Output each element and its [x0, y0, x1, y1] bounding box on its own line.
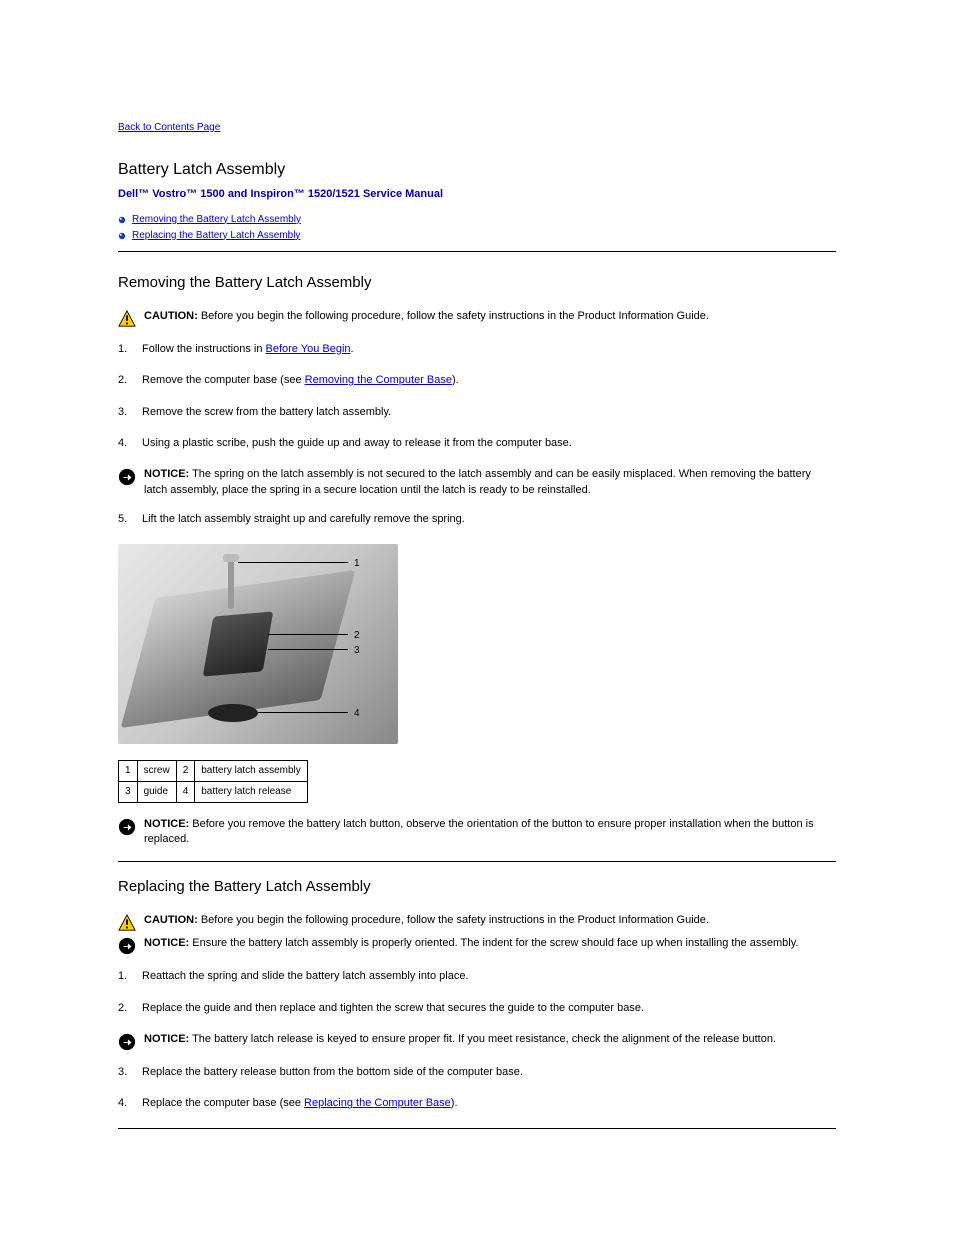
step-text: ). — [452, 374, 459, 386]
callout-3: 3 — [354, 644, 360, 658]
toc-link-remove[interactable]: Removing the Battery Latch Assembly — [132, 213, 301, 227]
caution-label: CAUTION: — [144, 914, 198, 926]
table-cell: 2 — [176, 760, 195, 781]
step-text: Replace the battery release button from … — [142, 1065, 836, 1080]
step-text: . — [351, 343, 354, 355]
table-row: 3 guide 4 battery latch release — [119, 781, 308, 802]
table-row: 1 screw 2 battery latch assembly — [119, 760, 308, 781]
step-text: Replace the computer base (see — [142, 1097, 304, 1109]
step-text: Remove the screw from the battery latch … — [142, 405, 836, 420]
manual-subtitle: Dell™ Vostro™ 1500 and Inspiron™ 1520/15… — [118, 187, 836, 202]
step-text: Remove the computer base (see — [142, 374, 305, 386]
caution-block: CAUTION: Before you begin the following … — [118, 913, 836, 932]
caution-text: Before you begin the following procedure… — [198, 914, 709, 926]
steps-list: Follow the instructions in Before You Be… — [118, 342, 836, 452]
notice-block: NOTICE: The battery latch release is key… — [118, 1032, 836, 1051]
caution-label: CAUTION: — [144, 310, 198, 322]
callout-4: 4 — [354, 707, 360, 721]
notice-block: NOTICE: Before you remove the battery la… — [118, 817, 836, 848]
step-link-before-you-begin[interactable]: Before You Begin — [266, 343, 351, 355]
table-cell: 4 — [176, 781, 195, 802]
callout-2: 2 — [354, 629, 360, 643]
callout-1: 1 — [354, 557, 360, 571]
notice-icon — [118, 937, 136, 955]
table-cell: 3 — [119, 781, 138, 802]
notice-icon — [118, 1033, 136, 1051]
figure: 1 2 3 4 — [118, 544, 836, 744]
step-link-remove-base[interactable]: Removing the Computer Base — [305, 374, 452, 386]
divider — [118, 251, 836, 252]
notice-label: NOTICE: — [144, 937, 189, 949]
table-cell: screw — [137, 760, 176, 781]
notice-label: NOTICE: — [144, 818, 189, 830]
steps-list: Reattach the spring and slide the batter… — [118, 969, 836, 1016]
table-cell: battery latch release — [195, 781, 308, 802]
page-title: Battery Latch Assembly — [118, 159, 836, 181]
caution-block: CAUTION: Before you begin the following … — [118, 309, 836, 328]
step-text: Follow the instructions in — [142, 343, 266, 355]
bullet-icon — [118, 216, 126, 224]
section-heading-replace: Replacing the Battery Latch Assembly — [118, 876, 836, 897]
caution-icon — [118, 914, 136, 932]
section-heading-remove: Removing the Battery Latch Assembly — [118, 272, 836, 293]
notice-text: Before you remove the battery latch butt… — [144, 818, 814, 845]
step-text: Lift the latch assembly straight up and … — [142, 512, 836, 527]
notice-block: NOTICE: The spring on the latch assembly… — [118, 467, 836, 498]
toc-link-replace[interactable]: Replacing the Battery Latch Assembly — [132, 229, 300, 243]
table-of-contents: Removing the Battery Latch Assembly Repl… — [118, 213, 836, 243]
caution-text: Before you begin the following procedure… — [198, 310, 709, 322]
divider — [118, 1128, 836, 1129]
notice-icon — [118, 468, 136, 486]
table-cell: battery latch assembly — [195, 760, 308, 781]
step-text: ). — [451, 1097, 458, 1109]
divider — [118, 861, 836, 862]
caution-icon — [118, 310, 136, 328]
figure-image: 1 2 3 4 — [118, 544, 398, 744]
step-link-replace-base[interactable]: Replacing the Computer Base — [304, 1097, 451, 1109]
notice-text: The battery latch release is keyed to en… — [189, 1033, 776, 1045]
step-text: Replace the guide and then replace and t… — [142, 1001, 836, 1016]
table-cell: 1 — [119, 760, 138, 781]
step-text: Using a plastic scribe, push the guide u… — [142, 436, 836, 451]
steps-list: Replace the battery release button from … — [118, 1065, 836, 1112]
back-to-contents-link[interactable]: Back to Contents Page — [118, 121, 220, 135]
notice-text: The spring on the latch assembly is not … — [144, 468, 811, 495]
steps-list: Lift the latch assembly straight up and … — [118, 512, 836, 527]
notice-label: NOTICE: — [144, 468, 189, 480]
notice-icon — [118, 818, 136, 836]
notice-block: NOTICE: Ensure the battery latch assembl… — [118, 936, 836, 955]
step-text: Reattach the spring and slide the batter… — [142, 969, 836, 984]
table-cell: guide — [137, 781, 176, 802]
bullet-icon — [118, 232, 126, 240]
notice-label: NOTICE: — [144, 1033, 189, 1045]
parts-table: 1 screw 2 battery latch assembly 3 guide… — [118, 760, 308, 803]
notice-text: Ensure the battery latch assembly is pro… — [189, 937, 798, 949]
